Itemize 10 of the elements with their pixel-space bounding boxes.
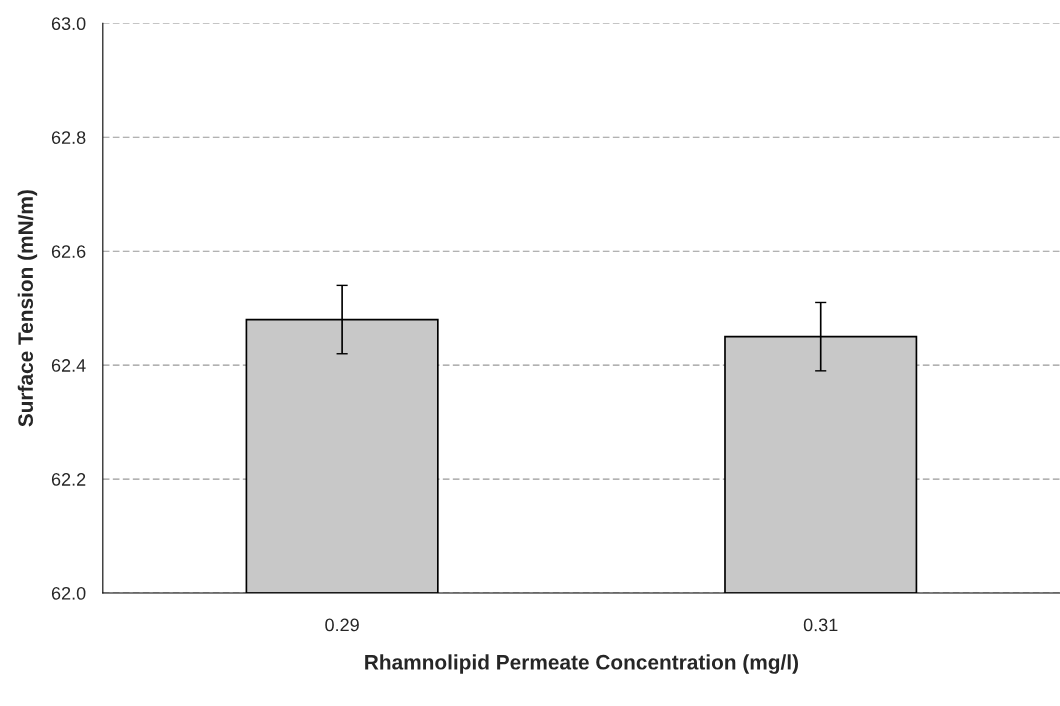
y-tick-label: 62.2 xyxy=(51,473,86,486)
y-tick-label: 62.0 xyxy=(51,586,86,600)
y-tick-label: 62.6 xyxy=(51,245,86,258)
x-tick-label: 0.29 xyxy=(325,618,359,632)
y-tick-label: 62.4 xyxy=(51,359,86,372)
x-tick-label: 0.31 xyxy=(803,618,838,632)
x-axis-title: Rhamnolipid Permeate Concentration (mg/l) xyxy=(365,654,798,674)
y-axis-title: Surface Tension (mN/m) xyxy=(17,190,38,427)
y-tick-label: 63.0 xyxy=(51,17,86,31)
y-tick-label: 62.8 xyxy=(51,131,86,144)
